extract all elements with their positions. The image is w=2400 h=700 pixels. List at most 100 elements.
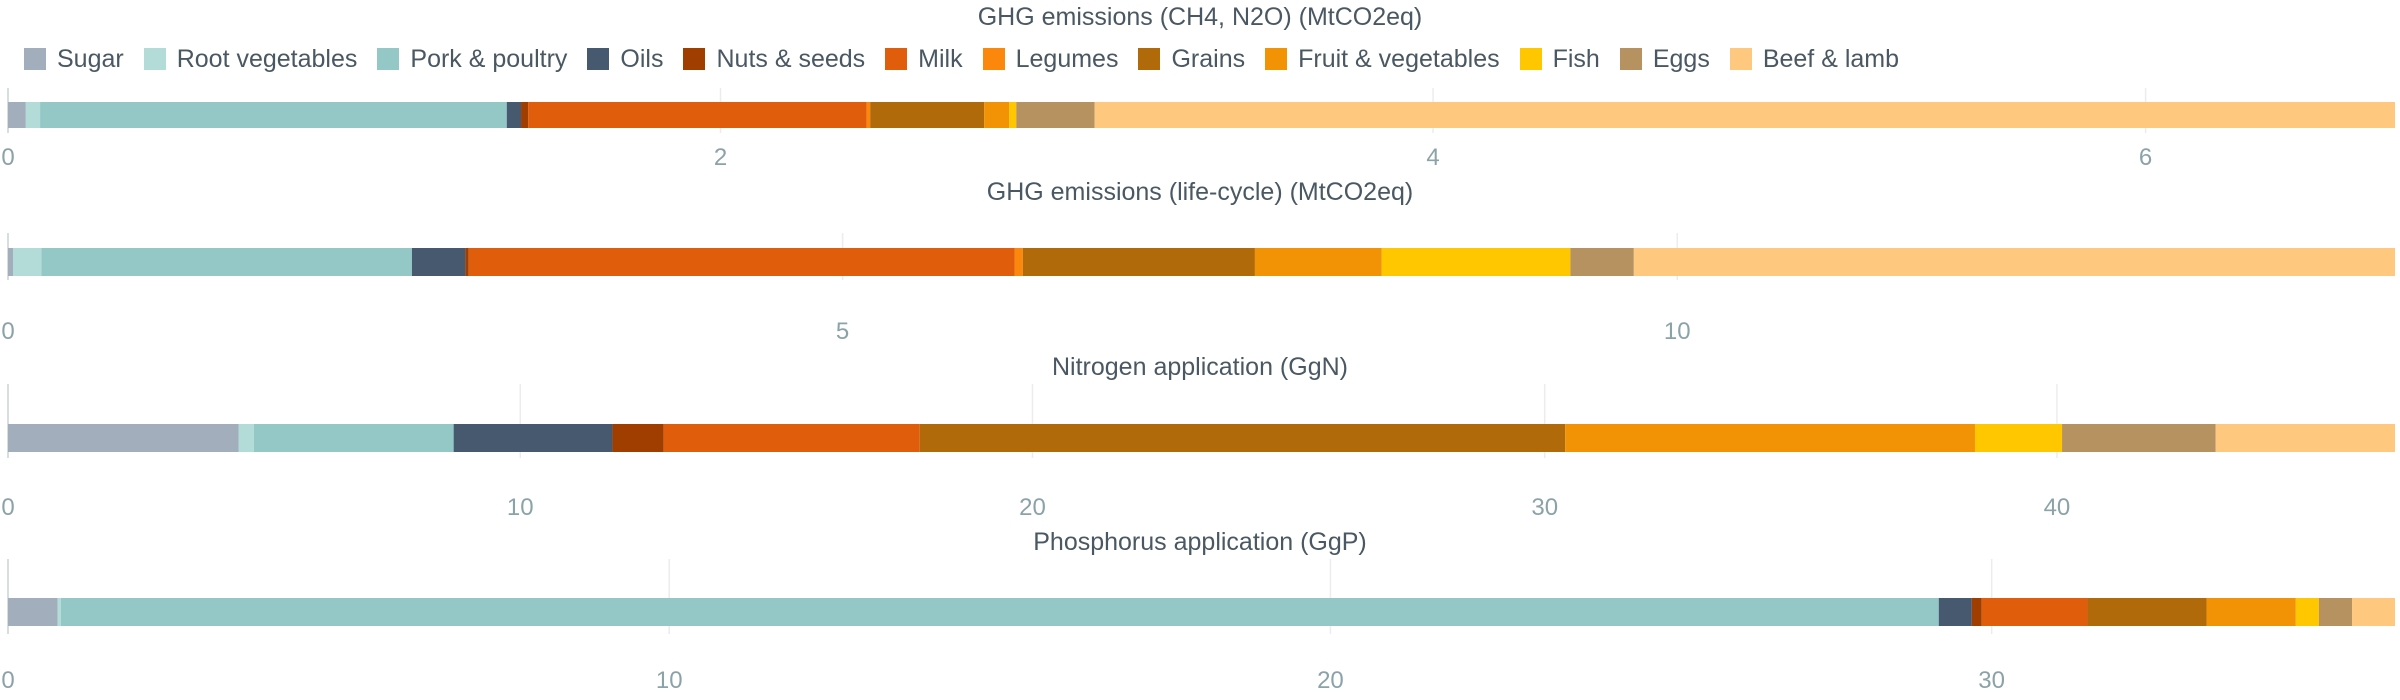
legend-swatch [885, 48, 908, 70]
legend-label: Milk [918, 44, 963, 73]
bar-segment [1022, 248, 1255, 276]
bar-segment [612, 424, 664, 452]
legend-item[interactable]: Legumes [982, 44, 1119, 74]
tick-label: 0 [1, 494, 14, 521]
bar-segment [870, 102, 985, 128]
bar-segment [468, 248, 1015, 276]
tick-label: 0 [1, 667, 14, 694]
legend-label: Fish [1552, 44, 1600, 73]
bar-segment [1974, 424, 2063, 452]
tick-label: 10 [1664, 318, 1691, 345]
legend-swatch [1619, 48, 1642, 70]
chart-title: GHG emissions (life-cycle) (MtCO2eq) [987, 178, 1413, 206]
legend-item[interactable]: Nuts & seeds [683, 45, 865, 74]
bar-segment [8, 424, 239, 452]
bar-segment [411, 248, 466, 276]
legend-swatch [1729, 48, 1752, 70]
legend-label: Oils [620, 44, 664, 73]
bar-segment [1254, 248, 1382, 276]
tick-label: 0 [1, 144, 14, 171]
legend-item[interactable]: Eggs [1619, 44, 1710, 74]
bar-segment [465, 248, 469, 276]
bar-segment [1381, 248, 1571, 276]
bar-segment [866, 102, 871, 128]
tick-label: 0 [1, 318, 14, 345]
tick-label: 10 [507, 494, 534, 521]
legend-swatch [1519, 48, 1542, 70]
bar-segment [2206, 598, 2296, 626]
bar-segment [1938, 598, 1972, 626]
bar-segment [8, 248, 14, 276]
legend-item[interactable]: Pork & poultry [377, 45, 567, 74]
legend-item[interactable]: Root vegetables [143, 44, 358, 74]
legend-label: Fruit & vegetables [1298, 44, 1500, 73]
legend-item[interactable]: Milk [885, 44, 963, 74]
bar-segment [253, 424, 454, 452]
legend-item[interactable]: Sugar [24, 45, 124, 74]
bar-segment [528, 102, 867, 128]
bar-segment [2318, 598, 2353, 626]
bar-segment [2352, 598, 2395, 626]
tick-label: 10 [656, 667, 683, 694]
bar-segment [41, 248, 412, 276]
legend-item[interactable]: Oils [587, 45, 663, 74]
bar-segment [1565, 424, 1975, 452]
legend-label: Root vegetables [176, 44, 358, 73]
chart-title: Phosphorus application (GgP) [1033, 528, 1367, 556]
tick-label: 6 [2139, 144, 2152, 171]
bar-segment [663, 424, 920, 452]
bar-segment [2295, 598, 2319, 626]
chart-title: GHG emissions (CH4, N2O) (MtCO2eq) [978, 3, 1423, 31]
legend-item[interactable]: Fruit & vegetables [1265, 45, 1500, 74]
legend-swatch [1265, 48, 1288, 70]
bar-segment [13, 248, 42, 276]
bar-segment [984, 102, 1010, 128]
legend-item[interactable]: Beef & lamb [1729, 44, 1900, 74]
bar-segment [1009, 102, 1017, 128]
bar-segment [25, 102, 41, 128]
bar-segment [8, 598, 58, 626]
legend-item[interactable]: Grains [1138, 45, 1245, 74]
bar-segment [1570, 248, 1634, 276]
tick-label: 2 [714, 144, 727, 171]
bar-segment [1016, 102, 1095, 128]
legend-swatch [587, 48, 610, 70]
tick-label: 40 [2044, 494, 2071, 521]
bar-segment [1094, 102, 2395, 128]
tick-label: 5 [836, 318, 849, 345]
bar-segment [57, 598, 61, 626]
bar-segment [2215, 424, 2395, 452]
bar-segment [2062, 424, 2216, 452]
tick-label: 4 [1426, 144, 1439, 171]
bar-segment [521, 102, 529, 128]
bar-segment [506, 102, 522, 128]
tick-label: 20 [1317, 667, 1344, 694]
legend-swatch [143, 48, 166, 70]
chart-title: Nitrogen application (GgN) [1052, 353, 1348, 381]
legend-label: Eggs [1652, 44, 1710, 73]
bar-segment [1981, 598, 2088, 626]
bar-segment [2087, 598, 2207, 626]
legend-label: Sugar [57, 44, 124, 73]
legend-label: Legumes [1015, 44, 1119, 73]
legend-swatch [982, 48, 1005, 70]
legend-swatch [24, 48, 46, 70]
bar-segment [40, 102, 507, 128]
legend-swatch [683, 48, 706, 70]
bar-segment [1971, 598, 1982, 626]
legend-swatch [377, 48, 400, 70]
legend-label: Pork & poultry [410, 44, 568, 73]
bar-segment [1014, 248, 1023, 276]
bar-segment [60, 598, 1939, 626]
legend-label: Beef & lamb [1762, 44, 1900, 73]
tick-label: 20 [1019, 494, 1046, 521]
legend-label: Grains [1171, 44, 1246, 73]
tick-label: 30 [1978, 667, 2005, 694]
bar-segment [1633, 248, 2395, 276]
bar-segment [453, 424, 613, 452]
bar-segment [238, 424, 254, 452]
tick-label: 30 [1531, 494, 1558, 521]
bar-segment [8, 102, 26, 128]
legend-item[interactable]: Fish [1519, 44, 1600, 74]
